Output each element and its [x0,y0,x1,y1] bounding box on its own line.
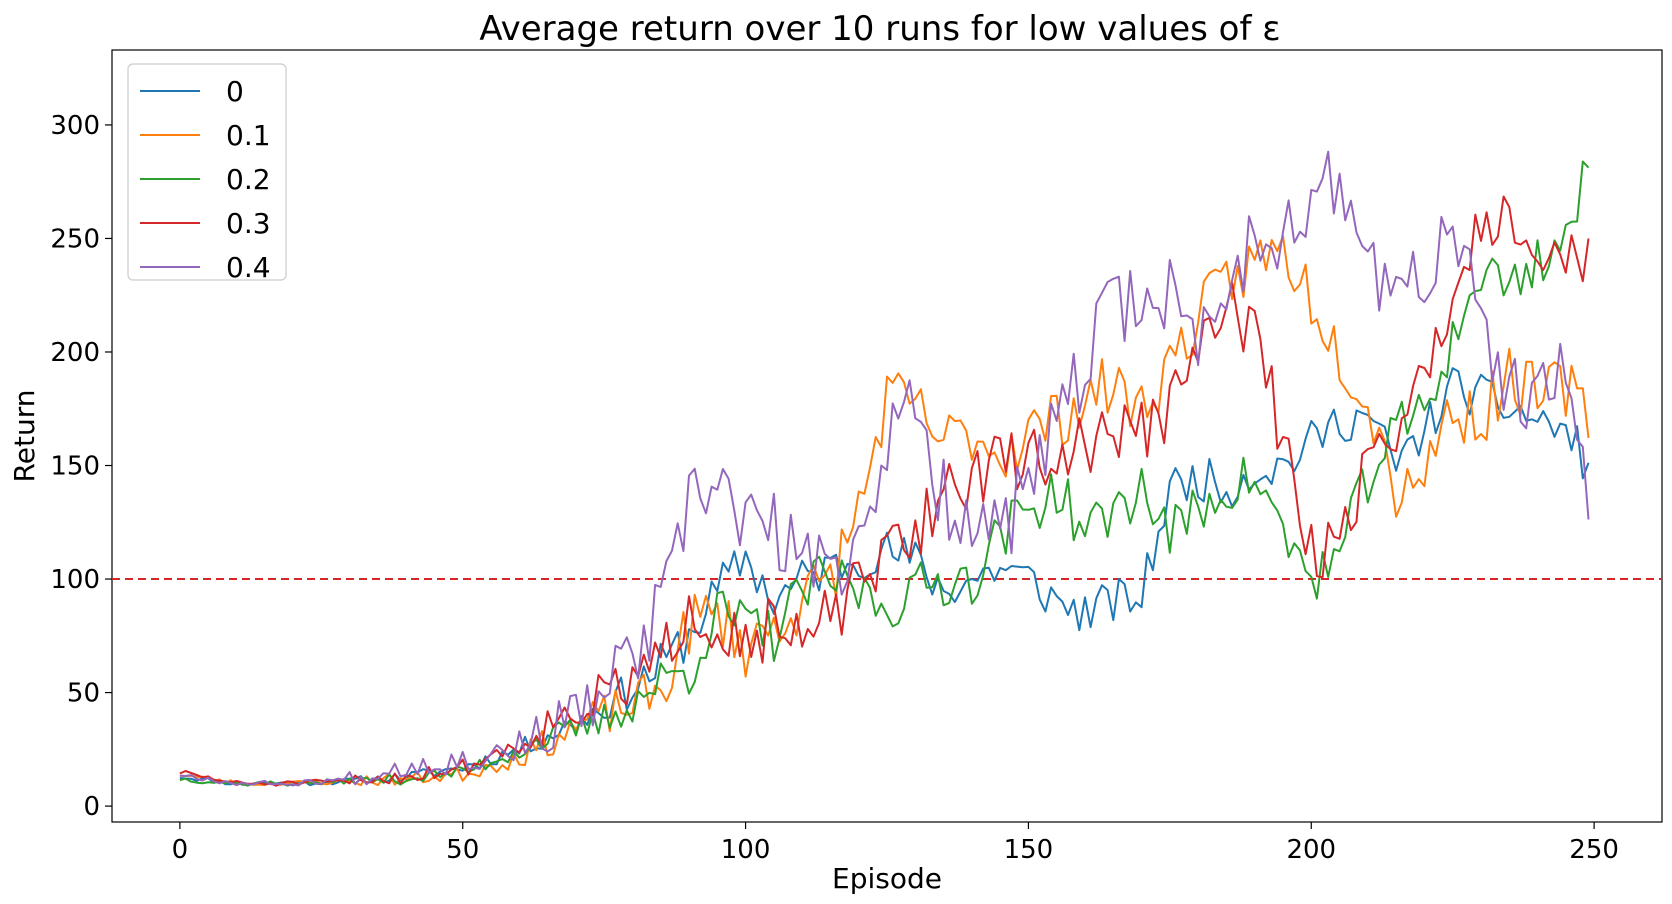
x-tick-label: 50 [446,835,479,865]
legend-label: 0.4 [226,251,271,284]
y-axis-label: Return [8,390,41,483]
y-tick-label: 0 [83,792,100,822]
y-tick-label: 100 [50,565,100,595]
legend-label: 0.3 [226,207,271,240]
x-tick-label: 250 [1569,835,1619,865]
y-tick-label: 300 [50,111,100,141]
series-line-0-1 [179,235,1590,787]
x-tick-label: 0 [172,835,189,865]
series-line-0-2 [179,160,1590,787]
legend-label: 0 [226,75,244,108]
y-tick-label: 250 [50,224,100,254]
x-tick-label: 150 [1004,835,1054,865]
x-axis-label: Episode [832,862,942,895]
series-line-0 [179,367,1590,787]
x-tick-label: 100 [721,835,771,865]
legend-box [127,63,287,281]
y-tick-label: 50 [67,679,100,709]
y-tick-label: 150 [50,452,100,482]
series-line-0-4 [179,150,1590,787]
axis-ticks: 0 50 100 150 200 250 0 50 100 150 200 250 300 [50,111,1619,865]
series-line-0-3 [179,195,1590,787]
legend-label: 0.2 [226,163,271,196]
legend-label: 0.1 [226,119,271,152]
chart-title: Average return over 10 runs for low valu… [479,9,1280,49]
series-group [179,150,1590,787]
x-tick-label: 200 [1286,835,1336,865]
legend: 0 0.1 0.2 0.3 0.4 [127,63,287,284]
plot-frame [111,49,1663,823]
y-tick-label: 200 [50,338,100,368]
